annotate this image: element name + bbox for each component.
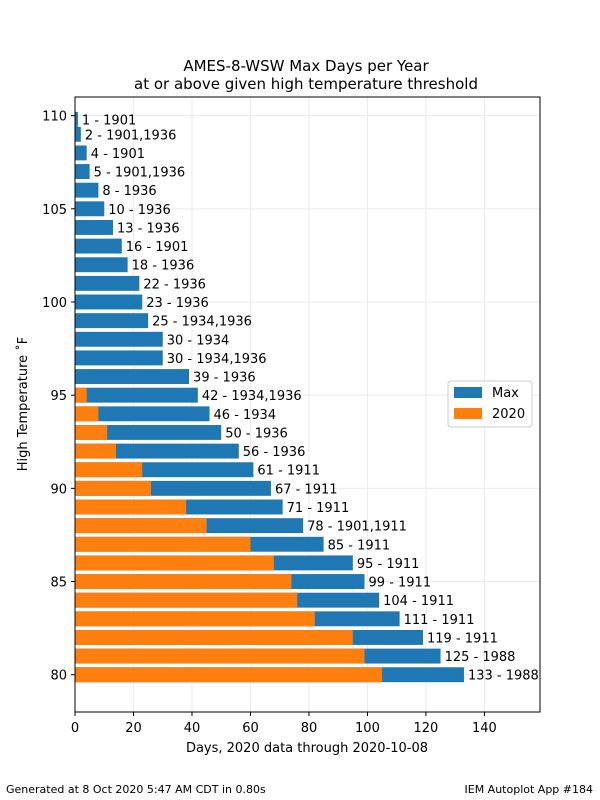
bar-value-label: 39 - 1936 bbox=[193, 371, 256, 386]
plot-frame bbox=[74, 96, 541, 713]
bar-value-label: 56 - 1936 bbox=[243, 445, 306, 460]
x-axis-label: Days, 2020 data through 2020-10-08 bbox=[186, 741, 428, 756]
y-tick-label: 90 bbox=[50, 482, 67, 497]
y-tick-label: 100 bbox=[42, 296, 67, 311]
bar-max bbox=[75, 145, 87, 161]
bar-2020 bbox=[75, 518, 207, 534]
bar-2020 bbox=[75, 555, 274, 571]
bar-value-label: 119 - 1911 bbox=[427, 631, 498, 646]
x-tick-label: 40 bbox=[184, 721, 201, 736]
bar-value-label: 5 - 1901,1936 bbox=[94, 166, 186, 181]
bar-value-label: 85 - 1911 bbox=[328, 538, 391, 553]
bar-max bbox=[75, 406, 210, 422]
legend-label-max: Max bbox=[492, 386, 519, 401]
y-tick-label: 95 bbox=[50, 389, 67, 404]
bar-2020 bbox=[75, 499, 187, 515]
bar-value-label: 42 - 1934,1936 bbox=[202, 389, 302, 404]
bar-max bbox=[75, 257, 128, 273]
bar-value-label: 78 - 1901,1911 bbox=[307, 520, 407, 535]
bar-value-label: 1 - 1901 bbox=[82, 113, 136, 128]
chart-title-line1: AMES-8-WSW Max Days per Year bbox=[183, 57, 429, 75]
y-tick-label: 85 bbox=[50, 576, 67, 591]
bar-value-label: 25 - 1934,1936 bbox=[152, 315, 252, 330]
bar-value-label: 23 - 1936 bbox=[146, 296, 209, 311]
bar-max bbox=[75, 387, 198, 403]
bar-value-label: 8 - 1936 bbox=[102, 184, 156, 199]
bar-value-label: 13 - 1936 bbox=[117, 221, 180, 236]
bar-2020 bbox=[75, 648, 365, 664]
bar-2020 bbox=[75, 387, 87, 403]
legend-swatch-max bbox=[454, 387, 482, 398]
bar-value-label: 50 - 1936 bbox=[225, 426, 288, 441]
bar-value-label: 67 - 1911 bbox=[275, 482, 338, 497]
bar-2020 bbox=[75, 536, 251, 552]
bar-value-label: 16 - 1901 bbox=[126, 240, 189, 255]
bar-2020 bbox=[75, 574, 292, 589]
bar-value-label: 18 - 1936 bbox=[132, 259, 195, 274]
x-tick-label: 20 bbox=[125, 721, 142, 736]
bar-value-label: 61 - 1911 bbox=[257, 464, 320, 479]
bar-max bbox=[75, 275, 140, 291]
y-tick-label: 110 bbox=[42, 110, 67, 125]
bar-2020 bbox=[75, 592, 298, 608]
bar-2020 bbox=[75, 480, 152, 496]
bar-2020 bbox=[75, 462, 143, 478]
x-tick-label: 60 bbox=[242, 721, 259, 736]
bar-value-label: 30 - 1934 bbox=[167, 333, 230, 348]
bar-2020 bbox=[75, 443, 116, 459]
bar-value-label: 10 - 1936 bbox=[108, 203, 171, 218]
bar-max bbox=[75, 201, 105, 217]
footer-app-id: IEM Autoplot App #184 bbox=[464, 783, 594, 796]
bar-2020 bbox=[75, 406, 99, 422]
bar-max bbox=[75, 294, 143, 310]
bar-value-label: 133 - 1988 bbox=[468, 669, 539, 684]
bar-max bbox=[75, 331, 163, 347]
footer-generated-text: Generated at 8 Oct 2020 5:47 AM CDT in 0… bbox=[6, 783, 266, 796]
bar-value-label: 2 - 1901,1936 bbox=[85, 128, 177, 143]
bar-2020 bbox=[75, 630, 353, 645]
x-tick-label: 140 bbox=[472, 721, 497, 736]
bar-max bbox=[75, 369, 190, 384]
bar-2020 bbox=[75, 425, 108, 440]
bar-value-label: 99 - 1911 bbox=[369, 576, 432, 591]
bar-value-label: 30 - 1934,1936 bbox=[167, 352, 267, 367]
y-tick-label: 80 bbox=[50, 669, 67, 684]
bar-value-label: 22 - 1936 bbox=[143, 277, 206, 292]
bar-max bbox=[75, 425, 222, 440]
bar-value-label: 125 - 1988 bbox=[445, 650, 516, 665]
bar-value-label: 46 - 1934 bbox=[214, 408, 277, 423]
bar-value-label: 71 - 1911 bbox=[287, 501, 350, 516]
bar-2020 bbox=[75, 667, 383, 683]
chart: 133 - 1988 125 - 1988 119 - 1911 111 - 1911… bbox=[15, 57, 541, 756]
bar-max bbox=[75, 182, 99, 198]
x-tick-label: 100 bbox=[355, 721, 380, 736]
bar-max bbox=[75, 126, 81, 142]
y-tick-label: 105 bbox=[42, 203, 67, 218]
bar-max bbox=[75, 220, 114, 235]
bar-value-label: 95 - 1911 bbox=[357, 557, 420, 572]
bar-max bbox=[75, 313, 149, 329]
bar-max bbox=[75, 111, 78, 127]
bar-max bbox=[75, 164, 90, 179]
bar-2020 bbox=[75, 611, 315, 627]
x-tick-label: 80 bbox=[301, 721, 318, 736]
bar-value-label: 4 - 1901 bbox=[91, 147, 145, 162]
x-tick-label: 120 bbox=[414, 721, 439, 736]
legend-label-2020: 2020 bbox=[492, 407, 525, 422]
bar-max bbox=[75, 350, 163, 366]
x-tick-label: 0 bbox=[71, 721, 79, 736]
chart-title-line2: at or above given high temperature thres… bbox=[134, 75, 478, 93]
legend-swatch-2020 bbox=[454, 408, 482, 419]
y-axis-label: High Temperature ˚F bbox=[15, 337, 31, 471]
bar-value-label: 111 - 1911 bbox=[404, 613, 475, 628]
bar-max bbox=[75, 238, 122, 254]
bar-value-label: 104 - 1911 bbox=[383, 594, 454, 609]
